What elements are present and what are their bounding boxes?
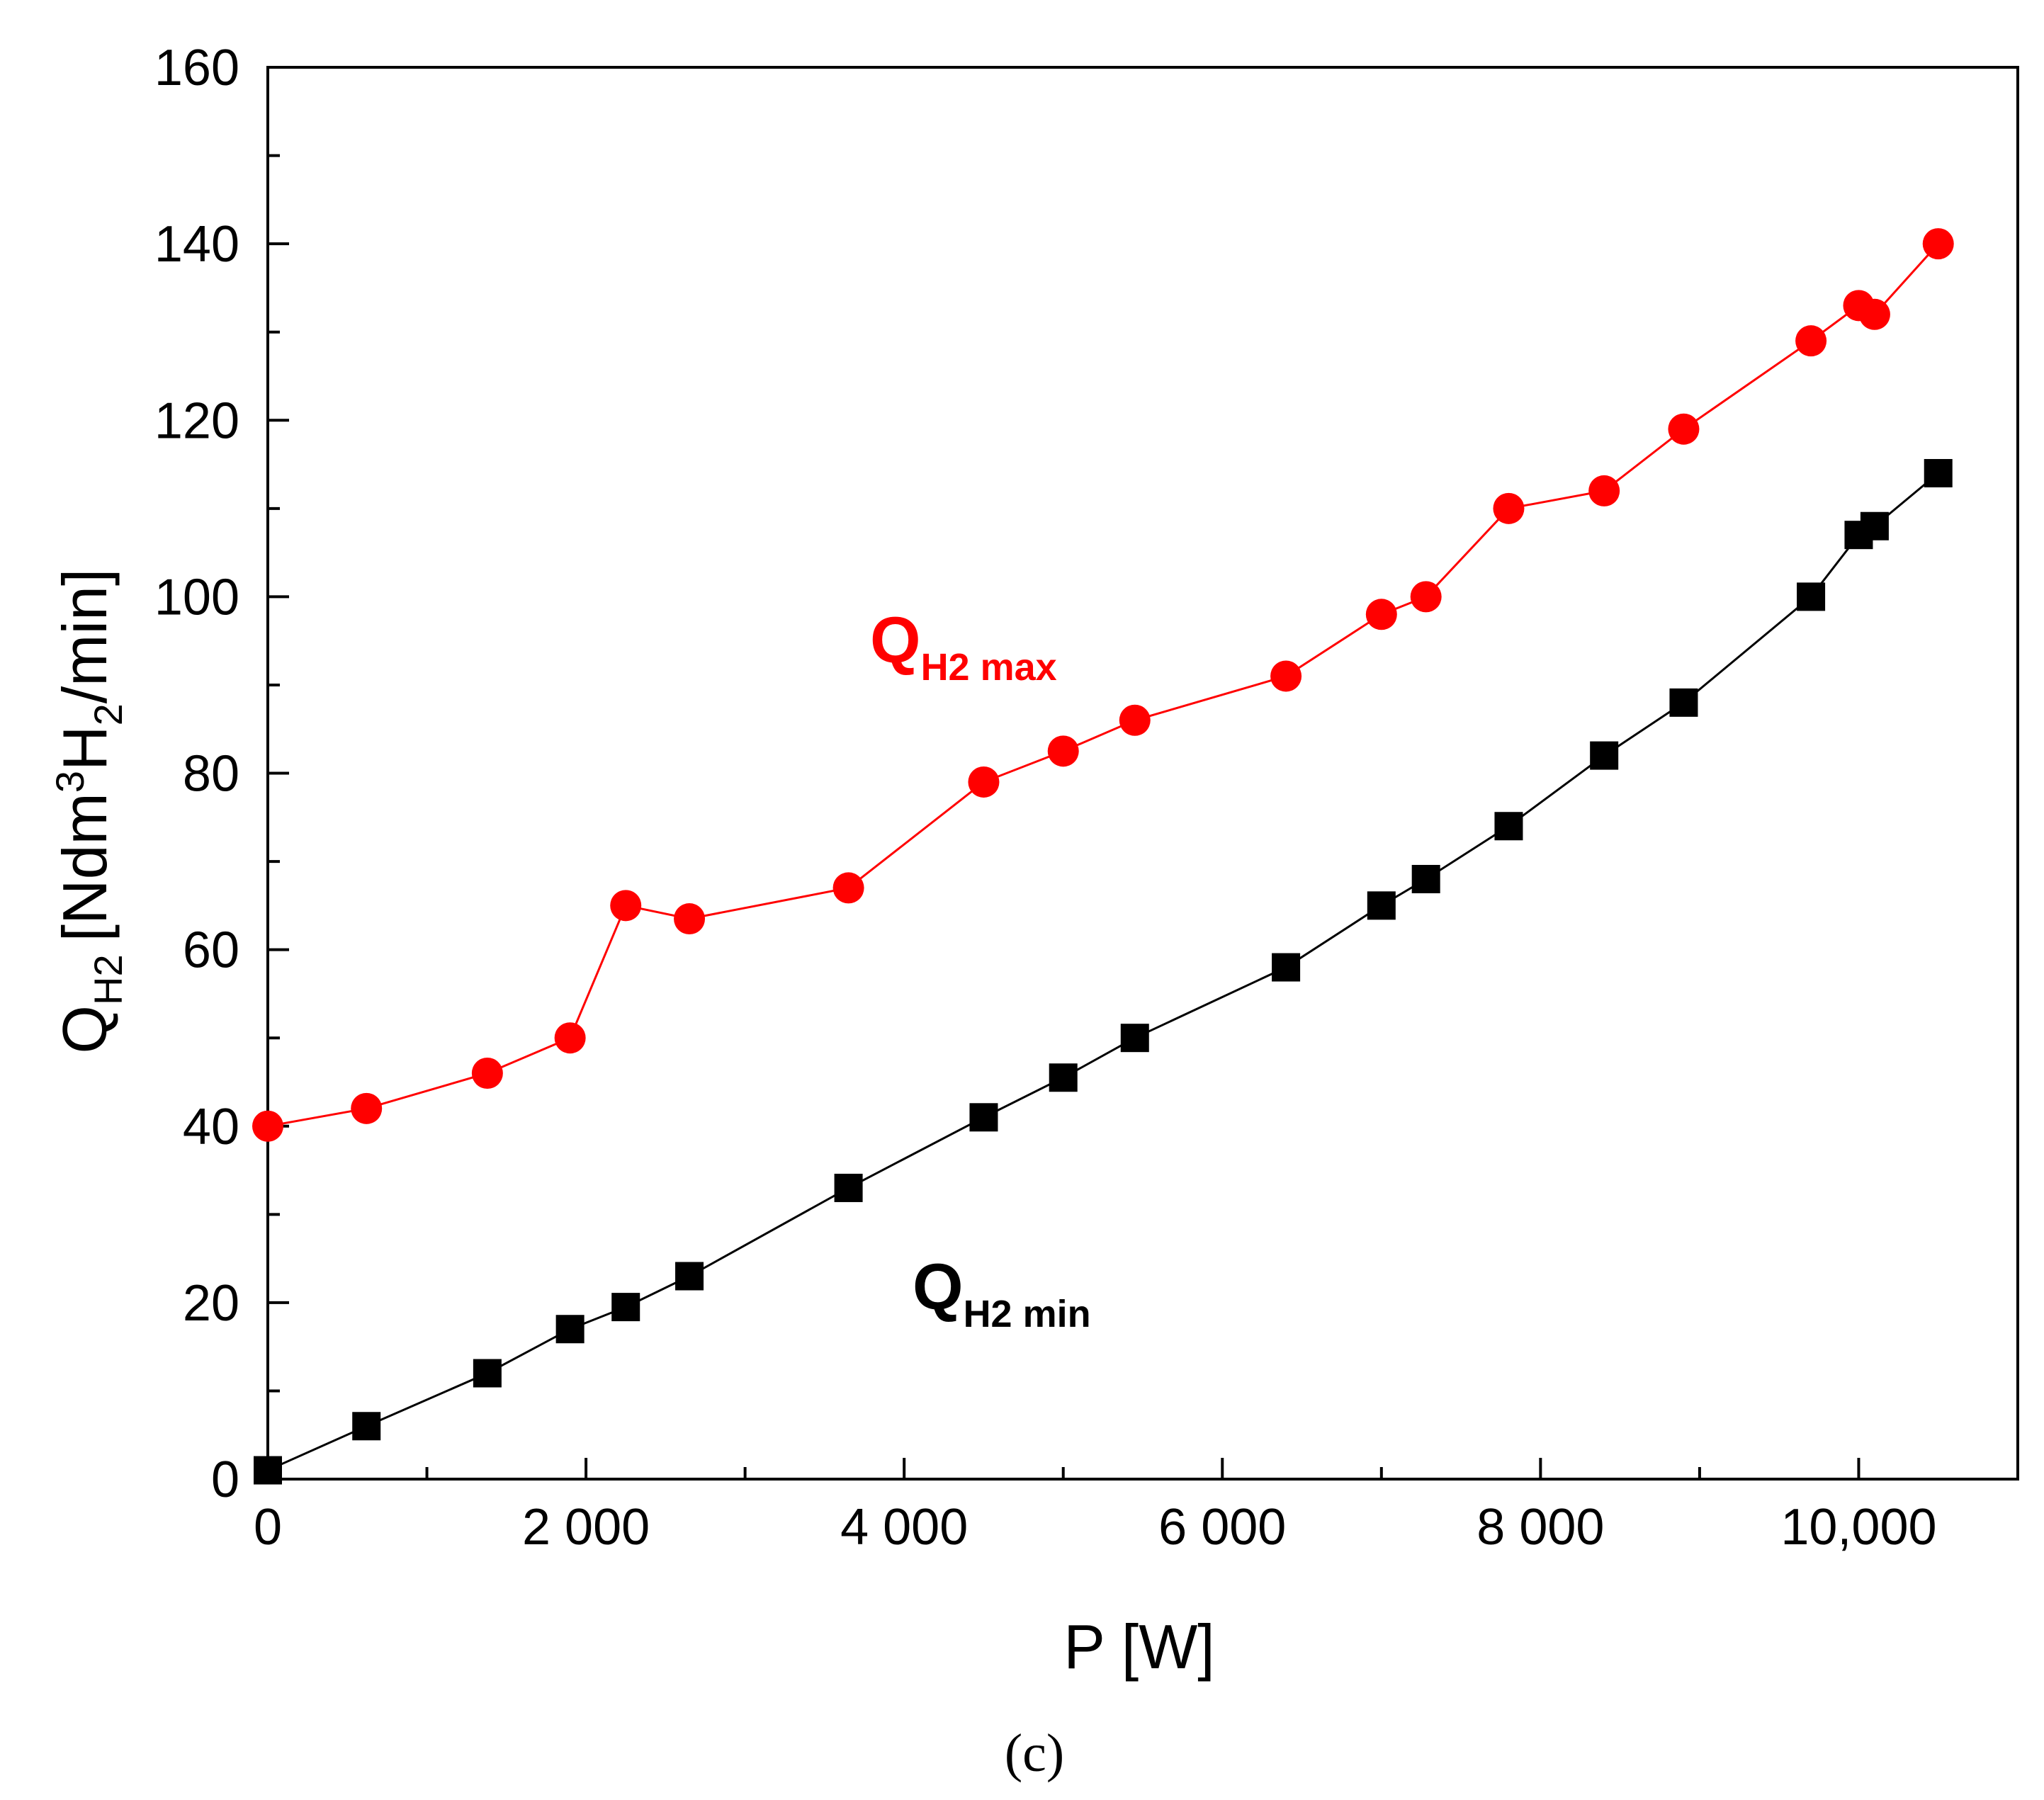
y-axis-title-sub: H2 xyxy=(86,954,130,1005)
plot-border xyxy=(266,66,2019,1481)
y-tick-label: 100 xyxy=(154,569,239,626)
data-point-min xyxy=(1411,864,1440,893)
y-axis-title-unit-suffix: /min] xyxy=(50,569,120,704)
y-tick-label: 60 xyxy=(183,922,239,979)
figure-caption: (c) xyxy=(1005,1723,1064,1783)
series-line-max xyxy=(267,243,1939,1128)
data-point-max xyxy=(832,872,864,904)
x-axis: 0 2 000 4 000 6 000 8 000 10,000 xyxy=(254,1458,2019,1556)
y-axis-title-unit-mid: H xyxy=(50,725,120,771)
data-point-min xyxy=(555,1315,585,1344)
x-tick-label: 2 000 xyxy=(522,1499,650,1556)
y-axis-title-unit-sup: 3 xyxy=(47,771,92,793)
data-point-min xyxy=(969,1103,998,1132)
data-point-max xyxy=(1410,581,1442,613)
data-point-max xyxy=(968,766,1000,798)
data-point-max xyxy=(1588,475,1620,506)
series-label-max: QH2 max xyxy=(870,604,1057,689)
data-point-max xyxy=(1493,492,1525,524)
data-point-max xyxy=(1365,599,1397,630)
x-tick-label: 6 000 xyxy=(1158,1499,1286,1556)
data-point-max xyxy=(1270,660,1302,692)
data-point-min xyxy=(611,1293,640,1322)
y-axis-title-unit-sub: 2 xyxy=(86,703,130,725)
x-axis-title: P [W] xyxy=(1063,1612,1215,1682)
data-point-min xyxy=(1494,812,1523,841)
y-axis-title: QH2[Ndm3H2/min] xyxy=(47,569,130,1054)
series-label-max-sub: H2 max xyxy=(921,646,1057,689)
x-tick-label: 10,000 xyxy=(1780,1499,1936,1556)
x-tick-label: 0 xyxy=(254,1499,282,1556)
data-point-min xyxy=(352,1412,381,1441)
data-point-max xyxy=(1795,325,1827,357)
data-point-max xyxy=(610,890,642,922)
plot-frame xyxy=(266,66,2019,1481)
data-point-min xyxy=(1590,741,1619,770)
data-point-min xyxy=(1924,458,1953,487)
data-point-min xyxy=(254,1456,282,1485)
x-tick-label: 4 000 xyxy=(840,1499,968,1556)
data-point-max xyxy=(1668,413,1700,445)
data-point-min xyxy=(473,1359,502,1388)
data-point-min xyxy=(1049,1063,1078,1092)
data-point-max xyxy=(1119,704,1151,736)
data-point-min xyxy=(1860,511,1889,540)
series-label-min-sub: H2 min xyxy=(964,1293,1091,1335)
y-tick-label: 40 xyxy=(183,1099,239,1155)
y-tick-label: 160 xyxy=(154,40,239,96)
series-label-min: QH2 min xyxy=(913,1251,1091,1335)
series-layer xyxy=(252,228,1954,1485)
data-point-min xyxy=(675,1262,704,1291)
y-tick-label: 120 xyxy=(154,392,239,449)
y-tick-label: 0 xyxy=(211,1451,239,1508)
series-label-min-main: Q xyxy=(913,1251,964,1323)
series-label-max-main: Q xyxy=(870,604,921,677)
x-tick-label: 8 000 xyxy=(1476,1499,1604,1556)
data-point-min xyxy=(1120,1024,1149,1053)
y-tick-label: 80 xyxy=(183,746,239,803)
data-point-max xyxy=(1858,298,1890,330)
y-axis-title-unit-prefix: [Ndm xyxy=(50,793,120,941)
data-point-max xyxy=(554,1022,586,1054)
data-point-max xyxy=(1922,228,1954,260)
data-point-min xyxy=(834,1173,863,1202)
data-point-max xyxy=(252,1110,283,1142)
data-point-max xyxy=(471,1058,503,1089)
data-point-max xyxy=(1047,735,1079,767)
data-point-min xyxy=(1272,953,1301,982)
data-point-max xyxy=(351,1092,383,1124)
data-point-max xyxy=(674,903,706,935)
y-tick-label: 20 xyxy=(183,1275,239,1332)
data-point-min xyxy=(1669,688,1698,717)
data-point-min xyxy=(1797,582,1826,611)
data-point-min xyxy=(1367,891,1396,920)
y-axis-title-main: Q xyxy=(50,1005,120,1053)
y-tick-label: 140 xyxy=(154,216,239,273)
series-line-min xyxy=(267,472,1939,1471)
